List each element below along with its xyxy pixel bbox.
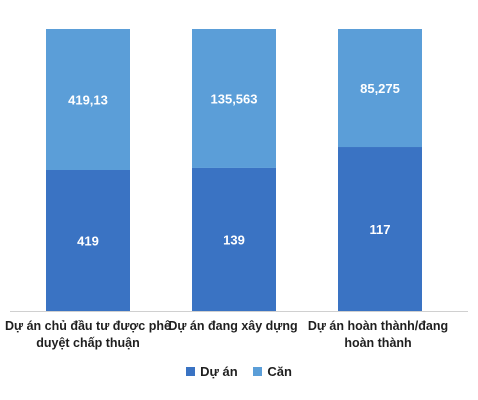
data-label-du-an-2: 117 [370, 222, 391, 237]
bar-du-an-1 [192, 167, 276, 311]
legend-item-can: Căn [253, 364, 292, 379]
category-label-1: Dự án đang xây dựng [168, 319, 298, 333]
legend-swatch-can [253, 367, 263, 376]
category-label-2: Dự án hoàn thành/đang hoàn thành [307, 319, 449, 350]
data-label-can-1: 135,563 [211, 91, 258, 106]
legend-swatch-du-an [186, 367, 196, 376]
data-label-can-2: 85,275 [360, 81, 400, 96]
category-label-0: Dự án chủ đầu tư được phê duyệt chấp thu… [5, 319, 171, 350]
data-label-can-0: 419,13 [68, 93, 108, 108]
legend: Dự án Căn [0, 364, 478, 379]
data-label-du-an-0: 419 [77, 234, 99, 249]
bar-can-2 [338, 29, 422, 148]
data-label-du-an-1: 139 [223, 232, 245, 247]
bar-can-1 [192, 29, 276, 168]
legend-label-du-an: Dự án [200, 364, 238, 379]
legend-label-can: Căn [267, 364, 292, 379]
bar-du-an-0 [46, 170, 130, 311]
legend-item-du-an: Dự án [186, 364, 238, 379]
bar-can-0 [46, 29, 130, 170]
bar-du-an-2 [338, 147, 422, 311]
